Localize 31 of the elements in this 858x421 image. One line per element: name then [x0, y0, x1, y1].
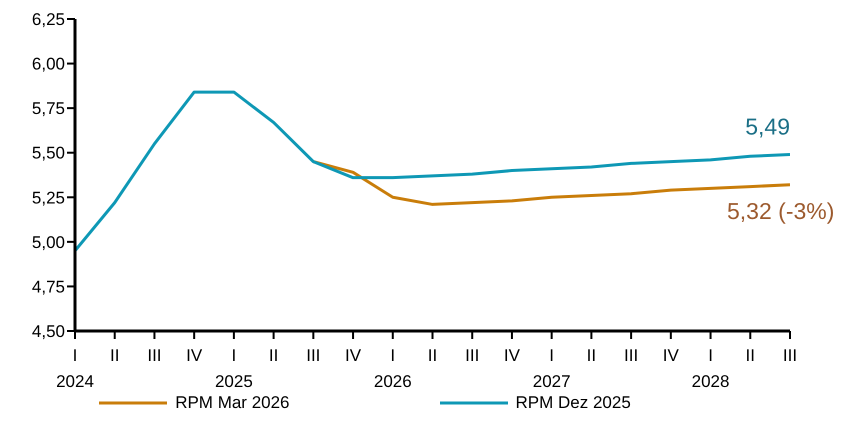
x-tick-label: III — [624, 346, 638, 365]
x-tick-label: II — [268, 346, 278, 365]
x-tick-label: II — [746, 346, 756, 365]
x-tick-label: II — [428, 346, 438, 365]
x-tick-label: III — [782, 346, 798, 365]
x-tick-label: IV — [186, 346, 203, 365]
y-tick-label: 6,00 — [32, 54, 65, 74]
legend-label: RPM Dez 2025 — [516, 393, 631, 413]
y-tick-label: 5,50 — [32, 144, 65, 163]
y-tick-label: 4,75 — [32, 277, 65, 296]
annotation: 5,49 — [745, 113, 790, 140]
x-tick-label: III — [306, 346, 320, 365]
x-tick-label: II — [110, 346, 120, 365]
y-tick-label: 5,00 — [32, 232, 65, 252]
y-tick-label: 5,25 — [32, 188, 65, 208]
x-tick-label: I 2027 — [532, 346, 571, 391]
y-tick-label: 5,75 — [32, 99, 65, 118]
x-tick-label: III — [465, 346, 480, 365]
legend-label: RPM Mar 2026 — [175, 393, 290, 413]
y-tick-label: 4,50 — [32, 322, 65, 342]
x-tick-label: I 2024 — [56, 346, 94, 391]
x-tick-label: I 2026 — [374, 346, 412, 391]
x-tick-label: III — [147, 346, 162, 365]
x-tick-label: IV — [345, 346, 362, 365]
x-tick-label: I 2025 — [214, 346, 253, 391]
x-tick-label: I 2028 — [692, 346, 730, 391]
annotation: 5,32 (-3%) — [727, 198, 834, 224]
x-tick-label: IV — [662, 346, 680, 365]
x-tick-label: II — [586, 346, 596, 365]
x-tick-label: IV — [504, 346, 521, 365]
y-tick-label: 6,25 — [32, 10, 65, 30]
